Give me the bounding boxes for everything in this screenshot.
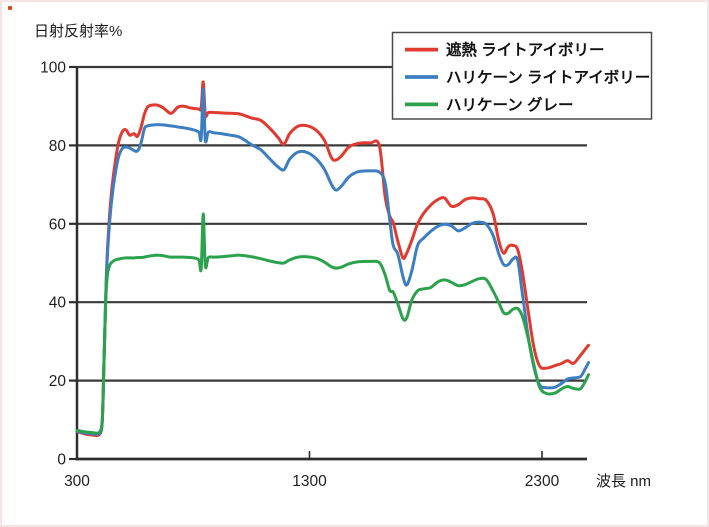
y-tick-label-60: 60 [49,216,67,233]
legend-label-2: ハリケーン グレー [446,95,574,114]
series-line-2 [75,212,590,435]
y-tick-label-20: 20 [49,373,67,390]
y-tick-label-100: 100 [40,60,66,77]
x-tick-label-2300: 2300 [525,473,560,490]
y-tick-label-80: 80 [49,138,67,155]
y-axis-title: 日射反射率% [34,23,122,40]
gridlines [77,65,587,382]
series-line-0 [75,80,590,438]
y-tick-label-0: 0 [57,452,66,469]
legend-label-0: 遮熱 ライトアイボリー [446,40,605,59]
y-tick-labels: 0 20 40 60 80 100 [40,60,66,469]
series-line-1 [75,87,590,436]
legend-label-1: ハリケーン ライトアイボリー [446,69,650,87]
screenshot-artifact-dot [8,6,12,10]
y-tick-label-40: 40 [49,295,67,312]
axes [69,65,587,461]
x-tick-label-1300: 1300 [292,473,327,490]
x-tick-label-300: 300 [64,473,90,490]
series-lines [75,80,590,438]
x-tick-labels: 300 1300 2300 [64,473,560,490]
x-axis-title: 波長 nm [596,473,651,490]
